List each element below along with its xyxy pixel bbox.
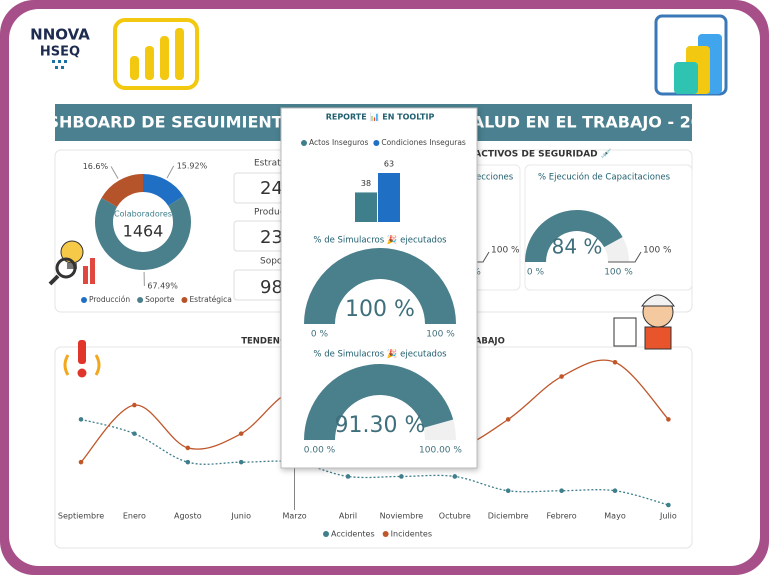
x-tick-label: Mayo — [604, 512, 626, 521]
slice-label: 16.6% — [83, 162, 109, 171]
series-point — [559, 374, 564, 379]
gauge-tick-label: 0 % — [311, 330, 329, 340]
bar — [378, 173, 400, 222]
series-point — [185, 445, 191, 451]
card-label: Estratégica — [254, 158, 305, 169]
gauge-value: 100 % — [345, 297, 415, 322]
legend-marker — [301, 140, 307, 146]
gauge-fill — [525, 210, 623, 262]
legend-label: Soporte — [145, 295, 175, 304]
x-tick-label: Enero — [123, 512, 146, 521]
series-point — [78, 459, 84, 465]
gauge-tick-label: 100.00 % — [419, 446, 462, 456]
gauge-tick-label: 0 % — [527, 268, 545, 278]
gauge-fill — [304, 364, 454, 440]
x-tick-label: Septiembre — [58, 512, 104, 521]
legend-label: Actos Inseguros — [309, 138, 368, 147]
x-tick-label: Diciembre — [488, 512, 529, 521]
legend-label: Condiciones Inseguras — [381, 138, 466, 147]
series-point — [612, 359, 618, 365]
legend-marker — [373, 140, 380, 146]
series-point — [666, 417, 671, 422]
bar-label: 38 — [361, 179, 371, 188]
slice-label: 15.92% — [177, 161, 208, 170]
logo-text: NNOVA — [30, 26, 90, 44]
gauge-title: % de Simulacros 🎉 ejecutados — [313, 349, 447, 360]
slice-label: 67.49% — [147, 281, 178, 290]
powerbi-icon — [654, 14, 728, 96]
series-point — [452, 474, 458, 479]
logo-text: HSEQ — [40, 45, 80, 60]
gauge-target-label: 100 % — [643, 246, 672, 256]
series-point — [132, 402, 137, 408]
legend-marker — [137, 297, 144, 303]
series-point — [505, 488, 511, 494]
series-line — [80, 418, 669, 506]
x-tick-label: Julio — [659, 512, 677, 521]
series-point — [132, 431, 137, 436]
gauge-title: % Ejecución de Capacitaciones — [538, 172, 671, 183]
tooltip: REPORTE 📊 EN TOOLTIP Actos Inseguros 38 Con… — [280, 107, 478, 469]
series-point — [399, 474, 404, 479]
powerbi-icon — [113, 18, 199, 90]
center-value: 1464 — [123, 222, 164, 241]
x-tick-label: Noviembre — [380, 512, 424, 521]
x-tick-label: Abril — [339, 512, 357, 521]
legend-marker — [181, 297, 188, 303]
leader-line — [166, 165, 175, 179]
x-tick-label: Agosto — [174, 512, 202, 521]
donut-slice — [101, 174, 143, 207]
card-label: Producción — [254, 207, 303, 218]
series-point — [78, 417, 84, 422]
series-point — [666, 502, 671, 508]
legend-label: Incidentes — [391, 530, 432, 539]
series-point — [612, 488, 618, 494]
gauge-tick-label: 0.00 % — [304, 446, 336, 456]
legend-marker — [323, 531, 329, 537]
leader-line — [110, 166, 119, 179]
bar — [355, 192, 377, 222]
legend-label: Estratégica — [189, 295, 231, 304]
gauge-target — [608, 251, 642, 263]
tooltip-title: REPORTE 📊 EN TOOLTIP — [326, 112, 435, 122]
legend-marker — [382, 531, 389, 537]
x-tick-label: Febrero — [546, 512, 576, 521]
gauge-tick-label: 100 % — [604, 268, 633, 278]
series-point — [559, 488, 564, 494]
series-point — [505, 417, 511, 422]
series-point — [185, 459, 191, 465]
bulb-icon — [48, 240, 95, 286]
series-point — [345, 474, 351, 479]
card-label: Soporte — [260, 257, 296, 267]
gauge-value: 84 % — [552, 235, 603, 259]
logo: NNOVA HSEQ — [30, 26, 90, 69]
x-tick-label: Octubre — [439, 512, 471, 521]
gauge-fill — [304, 248, 456, 324]
x-tick-label: Junio — [230, 512, 251, 521]
bar-label: 63 — [384, 160, 394, 169]
legend-label: Producción — [89, 295, 130, 304]
legend-label: Accidentes — [331, 530, 375, 539]
gauge-value: 91.30 % — [335, 413, 426, 438]
x-tick-label: Marzo — [283, 512, 307, 521]
series-point — [238, 459, 244, 465]
series-point — [238, 431, 244, 436]
legend-marker — [81, 297, 87, 303]
center-label: Colaboradores — [114, 210, 172, 219]
donut-slice — [94, 196, 191, 270]
worker-icon — [613, 294, 675, 350]
gauge-target-label: 100 % — [491, 246, 520, 256]
alert-icon — [63, 340, 101, 378]
gauge-tick-label: 100 % — [426, 330, 455, 340]
gauge-title: % de Simulacros 🎉 ejecutados — [313, 235, 447, 246]
donut-slice — [143, 174, 184, 206]
